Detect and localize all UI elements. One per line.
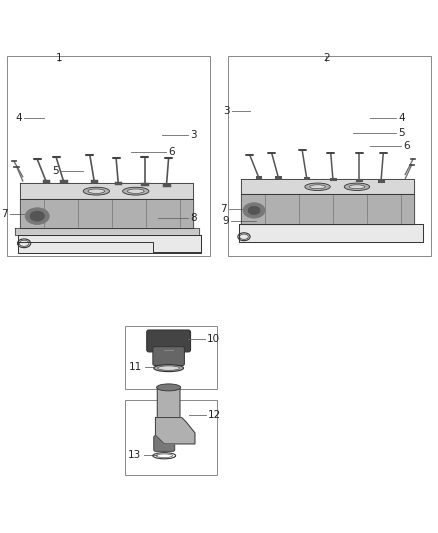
- FancyBboxPatch shape: [154, 435, 175, 451]
- Text: 6: 6: [403, 141, 410, 151]
- Ellipse shape: [123, 187, 149, 195]
- Ellipse shape: [157, 384, 180, 391]
- Ellipse shape: [158, 366, 180, 370]
- Polygon shape: [20, 199, 193, 228]
- FancyBboxPatch shape: [157, 387, 180, 419]
- Bar: [7, 56, 210, 255]
- Polygon shape: [241, 179, 414, 194]
- Ellipse shape: [83, 187, 110, 195]
- Ellipse shape: [269, 204, 287, 216]
- Polygon shape: [155, 418, 195, 444]
- Polygon shape: [18, 235, 201, 253]
- Text: 8: 8: [191, 213, 197, 223]
- Text: 11: 11: [129, 362, 142, 372]
- Ellipse shape: [53, 209, 74, 223]
- Text: 6: 6: [169, 147, 175, 157]
- Polygon shape: [241, 194, 414, 223]
- Text: 1: 1: [56, 53, 63, 63]
- Bar: [125, 400, 217, 474]
- Bar: [125, 326, 217, 389]
- Text: 9: 9: [222, 215, 229, 225]
- Text: 7: 7: [220, 204, 227, 214]
- Bar: [228, 56, 431, 255]
- Text: 10: 10: [207, 334, 220, 344]
- Ellipse shape: [305, 183, 330, 190]
- Text: 4: 4: [15, 112, 22, 123]
- Text: 4: 4: [399, 112, 405, 123]
- Ellipse shape: [88, 189, 105, 193]
- Text: 3: 3: [191, 130, 197, 140]
- Ellipse shape: [344, 183, 370, 190]
- Ellipse shape: [248, 206, 260, 215]
- Text: 13: 13: [128, 450, 141, 460]
- Text: 2: 2: [323, 53, 330, 63]
- FancyBboxPatch shape: [153, 346, 184, 366]
- Ellipse shape: [25, 208, 49, 224]
- Ellipse shape: [154, 365, 184, 372]
- Ellipse shape: [243, 203, 265, 218]
- Ellipse shape: [127, 189, 144, 193]
- Text: 12: 12: [208, 410, 221, 421]
- Polygon shape: [239, 223, 423, 242]
- Text: 3: 3: [223, 106, 230, 116]
- Ellipse shape: [349, 185, 365, 189]
- Text: 5: 5: [53, 166, 59, 176]
- FancyBboxPatch shape: [147, 330, 191, 352]
- Ellipse shape: [310, 185, 325, 189]
- Ellipse shape: [30, 211, 45, 221]
- Polygon shape: [20, 183, 193, 199]
- Text: 5: 5: [399, 128, 405, 138]
- Text: 7: 7: [1, 209, 8, 219]
- Polygon shape: [15, 228, 199, 235]
